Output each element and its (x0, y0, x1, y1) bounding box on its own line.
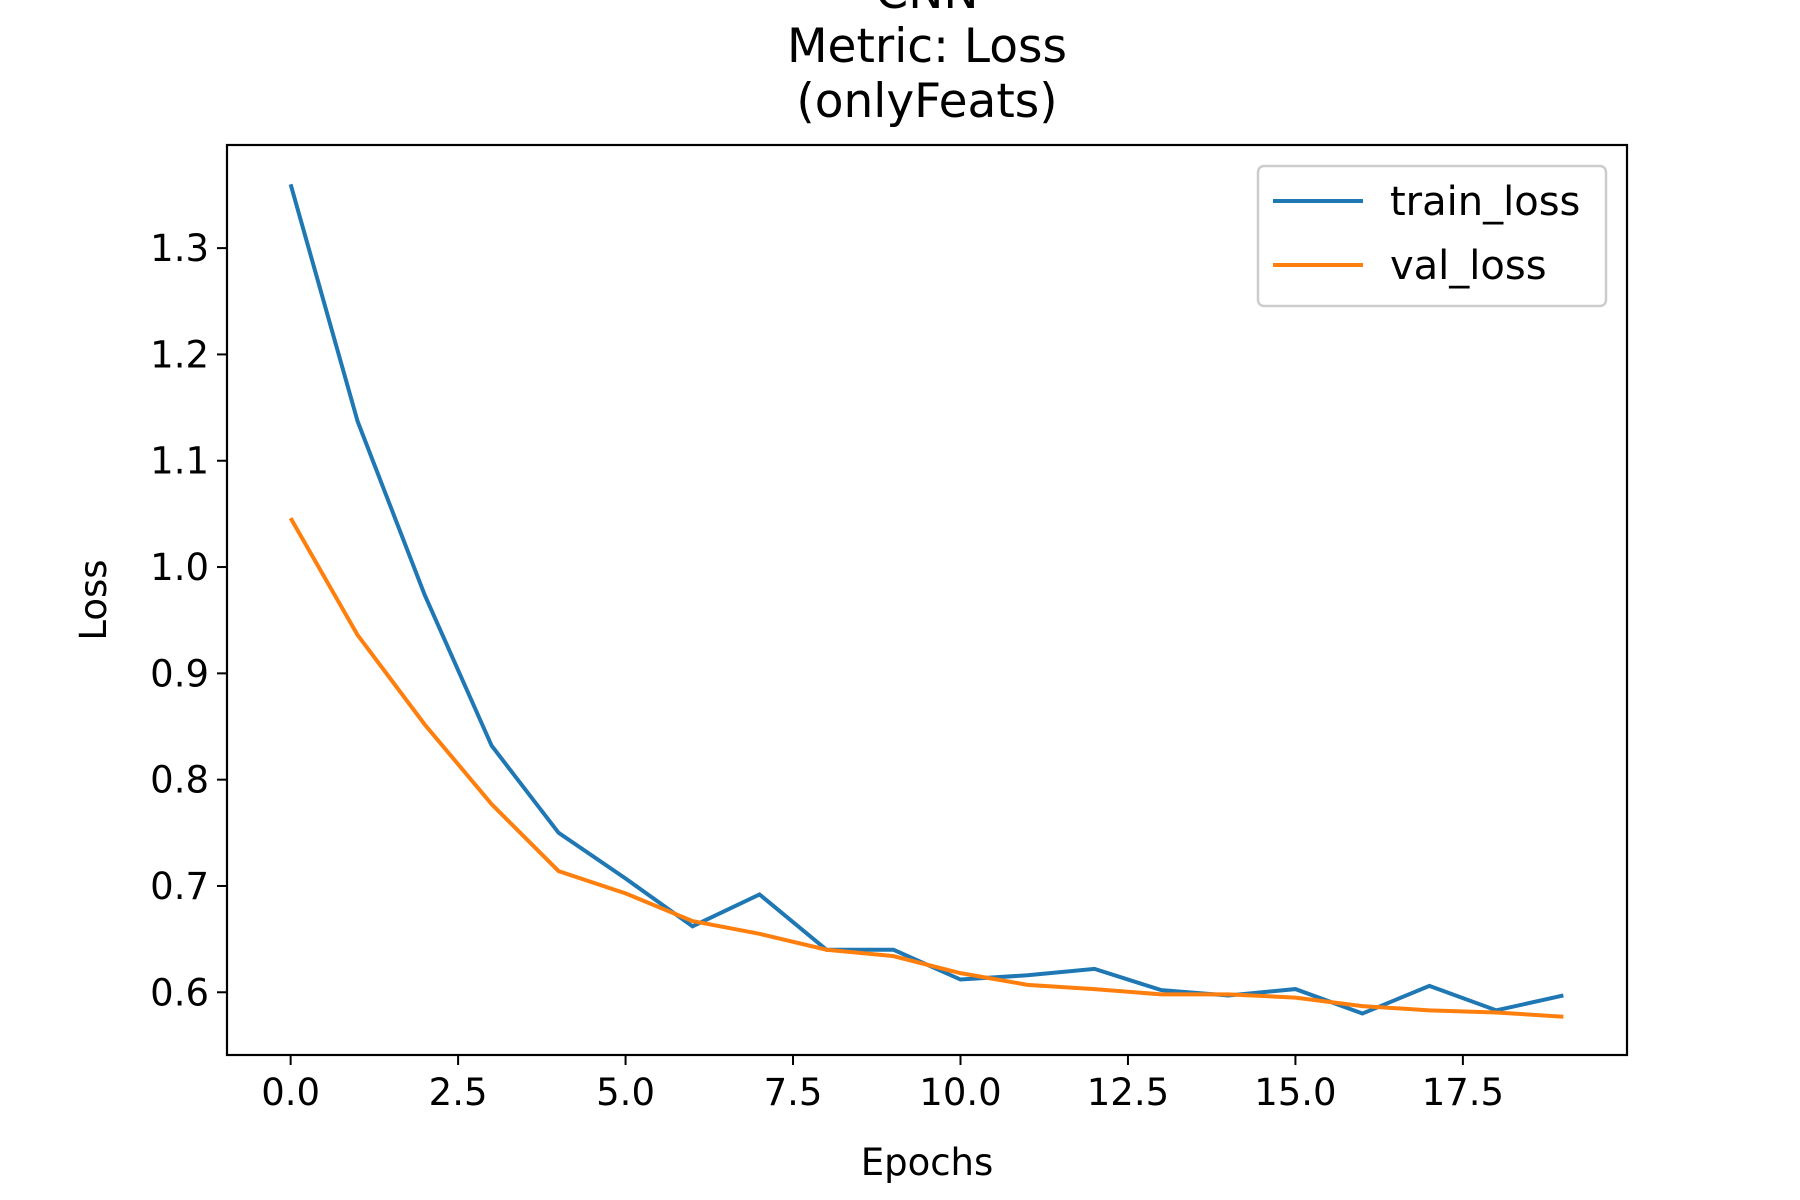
chart-title-line-2: Metric: Loss (787, 19, 1067, 74)
x-tick-label: 15.0 (1254, 1071, 1336, 1114)
legend: train_loss val_loss (1256, 164, 1608, 308)
x-tick-label: 2.5 (429, 1071, 488, 1114)
chart-title-line-1: CNN (875, 0, 978, 20)
chart-title-line-3: (onlyFeats) (796, 74, 1057, 129)
x-tick-label: 7.5 (764, 1071, 823, 1114)
x-axis-ticks: 0.0 2.5 5.0 7.5 10.0 12.5 15.0 17.5 (261, 1055, 1504, 1114)
x-tick-label: 0.0 (261, 1071, 320, 1114)
series-layer (288, 183, 1564, 1019)
x-tick-label: 17.5 (1422, 1071, 1504, 1114)
x-tick-label: 12.5 (1087, 1071, 1169, 1114)
x-tick-label: 5.0 (596, 1071, 655, 1114)
legend-label-train-loss: train_loss (1390, 179, 1580, 225)
plot-area-frame (225, 143, 1629, 1057)
y-tick-label: 1.0 (150, 546, 209, 589)
x-tick-label: 10.0 (919, 1071, 1001, 1114)
legend-label-val-loss: val_loss (1390, 243, 1547, 289)
y-axis-label: Loss (72, 559, 115, 640)
y-tick-label: 1.1 (150, 440, 209, 483)
series-line-val-loss (288, 517, 1564, 1019)
y-tick-label: 1.2 (150, 333, 209, 376)
y-tick-label: 0.8 (150, 759, 209, 802)
x-axis-label: Epochs (861, 1141, 994, 1184)
y-axis-ticks: 0.6 0.7 0.8 0.9 1.0 1.1 1.2 1.3 (150, 227, 227, 1014)
y-tick-label: 1.3 (150, 227, 209, 270)
y-tick-label: 0.9 (150, 652, 209, 695)
y-tick-label: 0.6 (150, 971, 209, 1014)
y-tick-label: 0.7 (150, 865, 209, 908)
